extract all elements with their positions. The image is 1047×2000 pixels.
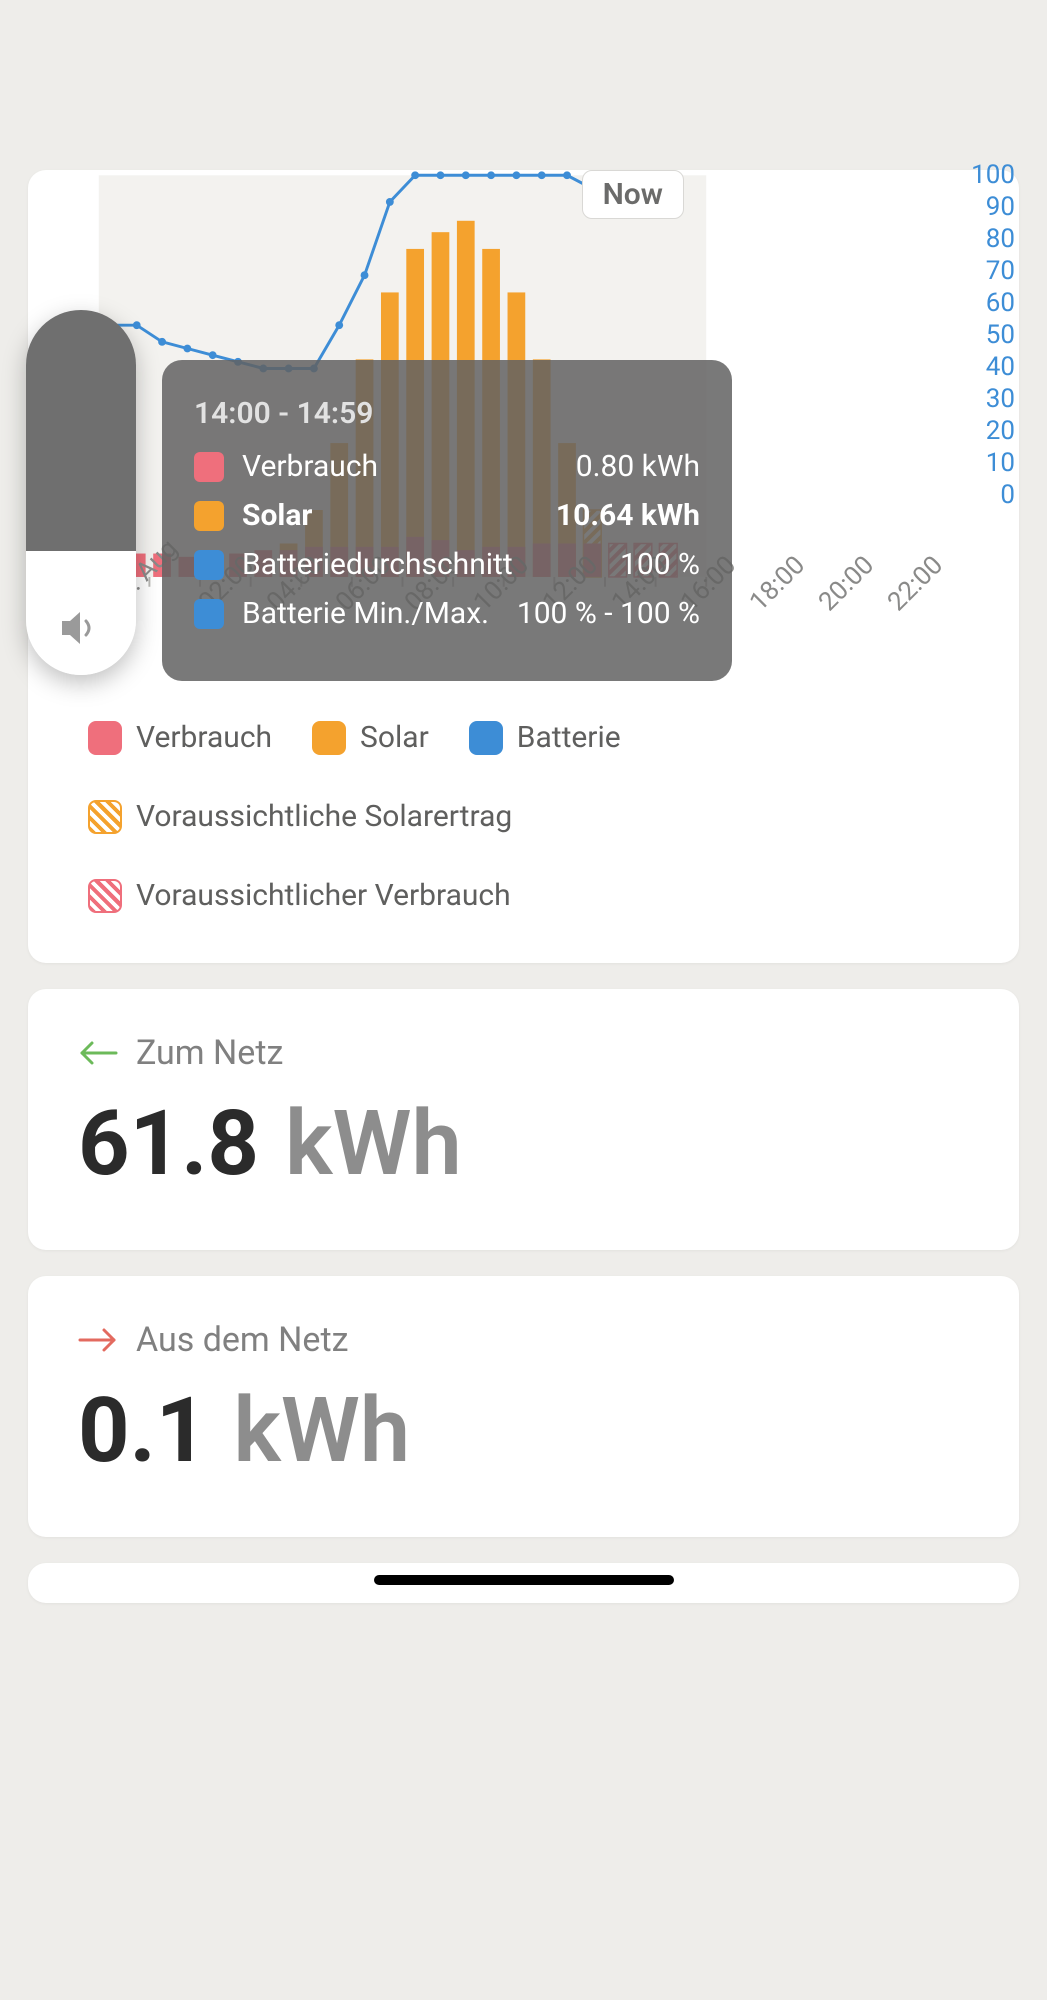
chart-tooltip: 14:00 - 14:59 Verbrauch 0.80 kWh Solar 10.6…	[162, 360, 732, 681]
to-grid-unit: kWh	[285, 1091, 462, 1196]
legend-item[interactable]: Voraussichtliche Solarertrag	[88, 799, 512, 834]
volume-hud[interactable]	[26, 310, 136, 675]
y2-tick: 60	[986, 288, 1015, 318]
arrow-left-icon	[78, 1039, 118, 1067]
y2-tick: 20	[986, 416, 1015, 446]
y2-tick: 0	[1000, 480, 1015, 510]
tooltip-value: 10.64 kWh	[556, 498, 700, 533]
y2-tick: 90	[986, 192, 1015, 222]
y2-axis-ticks: 1009080706050403020100	[971, 160, 1015, 510]
legend-label: Verbrauch	[136, 720, 272, 755]
legend-label: Batterie	[517, 720, 621, 755]
y2-tick: 30	[986, 384, 1015, 414]
to-grid-card[interactable]: Zum Netz 61.8 kWh	[28, 989, 1019, 1250]
from-grid-card[interactable]: Aus dem Netz 0.1 kWh	[28, 1276, 1019, 1537]
tooltip-label: Batterie Min./Max.	[242, 596, 499, 631]
from-grid-value: 0.1	[78, 1378, 207, 1483]
legend-item[interactable]: Voraussichtlicher Verbrauch	[88, 878, 511, 913]
y2-tick: 100	[971, 160, 1015, 190]
y2-tick: 70	[986, 256, 1015, 286]
legend-item[interactable]: Solar	[312, 720, 429, 755]
legend-swatch	[88, 879, 122, 913]
tooltip-row: Batterie Min./Max. 100 % - 100 %	[194, 596, 700, 631]
tooltip-row: Verbrauch 0.80 kWh	[194, 449, 700, 484]
tooltip-row: Solar 10.64 kWh	[194, 498, 700, 533]
y2-tick: 80	[986, 224, 1015, 254]
from-grid-title: Aus dem Netz	[136, 1320, 348, 1360]
home-indicator	[374, 1575, 674, 1585]
tooltip-label: Solar	[242, 498, 538, 533]
arrow-right-icon	[78, 1326, 118, 1354]
tooltip-value: 0.80 kWh	[576, 449, 700, 484]
tooltip-time: 14:00 - 14:59	[194, 396, 700, 431]
tooltip-swatch	[194, 599, 224, 629]
legend-swatch	[469, 721, 503, 755]
volume-base	[26, 551, 136, 675]
y2-tick: 50	[986, 320, 1015, 350]
tooltip-value: 100 %	[620, 547, 700, 582]
y2-tick: 10	[986, 448, 1015, 478]
tooltip-row: Batteriedurchschnitt 100 %	[194, 547, 700, 582]
legend-item[interactable]: Batterie	[469, 720, 621, 755]
legend-label: Voraussichtlicher Verbrauch	[136, 878, 511, 913]
legend-label: Voraussichtliche Solarertrag	[136, 799, 512, 834]
tooltip-label: Verbrauch	[242, 449, 558, 484]
legend-swatch	[312, 721, 346, 755]
tooltip-swatch	[194, 501, 224, 531]
from-grid-unit: kWh	[233, 1378, 410, 1483]
to-grid-title: Zum Netz	[136, 1033, 283, 1073]
tooltip-swatch	[194, 550, 224, 580]
to-grid-value: 61.8	[78, 1091, 259, 1196]
chart-legend: Verbrauch Solar Batterie Voraussichtliche S…	[88, 720, 959, 913]
y2-tick: 40	[986, 352, 1015, 382]
tooltip-value: 100 % - 100 %	[517, 596, 700, 631]
legend-swatch	[88, 721, 122, 755]
tooltip-swatch	[194, 452, 224, 482]
tooltip-label: Batteriedurchschnitt	[242, 547, 602, 582]
legend-label: Solar	[360, 720, 429, 755]
volume-fill	[26, 310, 136, 551]
speaker-icon	[56, 607, 106, 649]
legend-item[interactable]: Verbrauch	[88, 720, 272, 755]
legend-swatch	[88, 800, 122, 834]
now-marker: Now	[582, 170, 684, 219]
